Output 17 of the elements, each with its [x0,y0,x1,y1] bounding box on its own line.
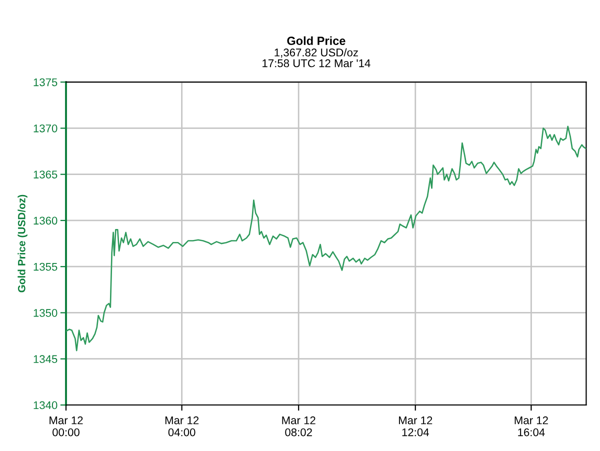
y-tick-label: 1340 [34,401,58,410]
y-tick-label: 1355 [34,262,58,271]
y-tick-label: 1350 [34,309,58,317]
x-tick-label: Mar 12 00:00 [50,416,83,436]
y-tick-label: 1345 [34,355,58,364]
y-tick-label: 1375 [34,78,58,86]
chart-title: Gold Price [287,36,346,46]
chart-subtitle: 1,367.82 USD/oz 17:58 UTC 12 Mar '14 [262,48,370,68]
y-tick-label: 1370 [34,124,58,132]
x-tick-label: Mar 12 08:02 [282,416,316,436]
x-tick-label: Mar 12 04:00 [165,416,199,436]
x-tick-label: Mar 12 12:04 [398,416,432,436]
y-tick-label: 1360 [34,216,58,225]
y-axis-title: Gold Price (USD/oz) [18,194,28,292]
x-tick-label: Mar 12 16:04 [514,416,548,436]
line-series [66,126,586,352]
y-tick-label: 1365 [34,170,58,178]
